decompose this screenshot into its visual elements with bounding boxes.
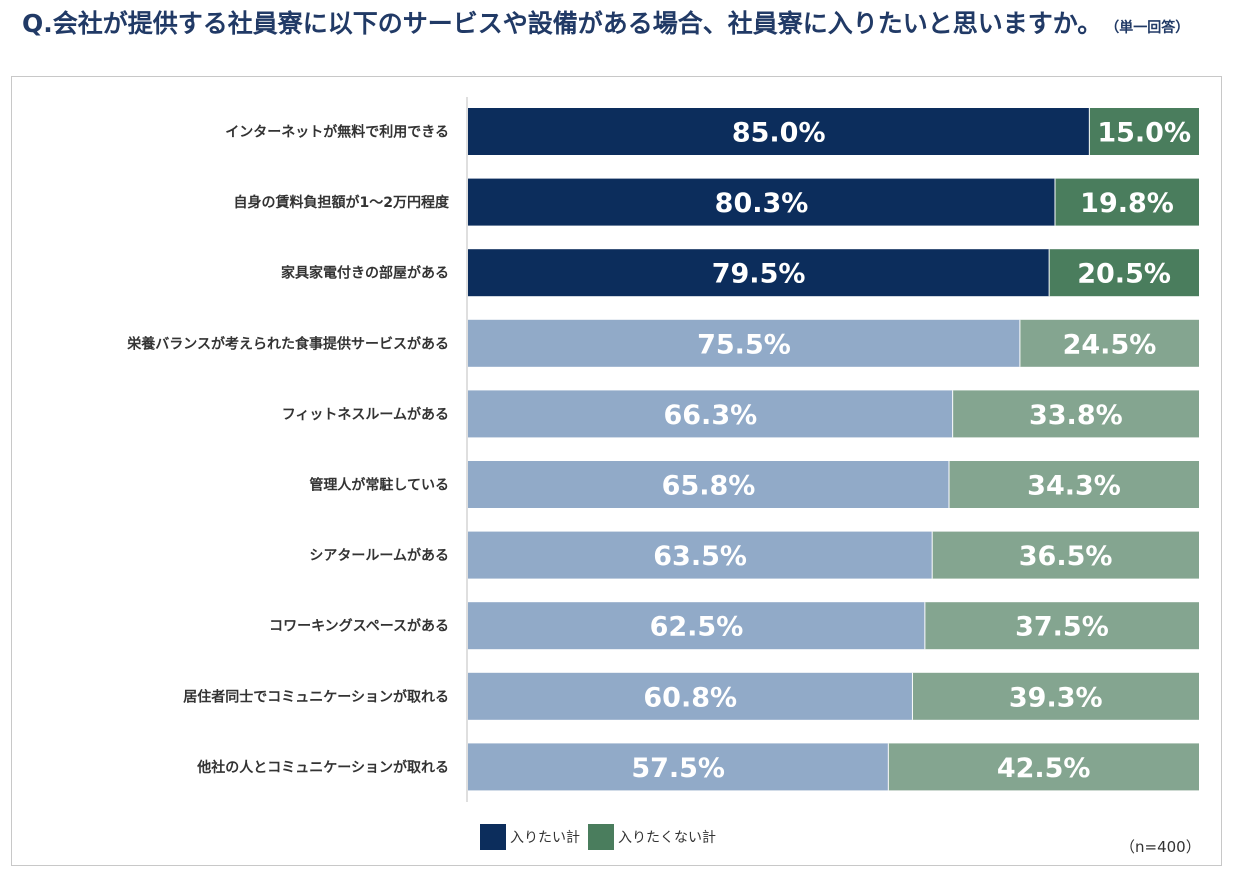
data-label-want: 63.5% xyxy=(653,541,747,572)
category-label: 自身の賃料負担額が1〜2万円程度 xyxy=(234,194,450,211)
legend-label-want: 入りたい計 xyxy=(510,830,580,846)
data-label-notwant: 33.8% xyxy=(1029,400,1123,431)
answer-type-note: （単一回答） xyxy=(1112,20,1190,36)
data-label-want: 79.5% xyxy=(712,259,806,290)
data-label-want: 65.8% xyxy=(662,471,756,502)
data-label-want: 80.3% xyxy=(715,188,809,219)
legend-swatch-want xyxy=(480,824,506,850)
bar-want xyxy=(468,390,953,438)
data-label-want: 85.0% xyxy=(732,118,826,149)
category-label: 居住者同士でコミュニケーションが取れる xyxy=(183,688,449,705)
legend-item-notwant: 入りたくない計 xyxy=(588,824,716,850)
bar-group: インターネットが無料で利用できる 85.0% 15.0% 自身の賃料負担額が1〜2万円… xyxy=(126,108,1199,791)
data-label-want: 75.5% xyxy=(697,329,791,360)
data-label-notwant: 37.5% xyxy=(1015,612,1109,643)
bar-want xyxy=(468,249,1050,297)
bar-notwant xyxy=(932,531,1199,579)
data-label-notwant: 36.5% xyxy=(1019,541,1113,572)
legend-item-want: 入りたい計 xyxy=(480,824,580,850)
bar-want xyxy=(468,178,1055,226)
bar-notwant xyxy=(912,672,1199,720)
data-label-notwant: 34.3% xyxy=(1027,471,1121,502)
page-title: Q.会社が提供する社員寮に以下のサービスや設備がある場合、社員寮に入りたいと思い… xyxy=(22,8,1217,44)
sample-size-note: （n=400） xyxy=(1120,838,1201,856)
category-label: フィットネスルームがある xyxy=(282,406,449,423)
bar-want xyxy=(468,531,933,579)
category-label: シアタールームがある xyxy=(309,547,449,564)
bar-notwant xyxy=(948,461,1199,508)
data-label-notwant: 42.5% xyxy=(997,753,1091,784)
bar-notwant xyxy=(952,390,1199,438)
data-label-notwant: 24.5% xyxy=(1063,329,1157,360)
bar-want xyxy=(468,602,925,650)
bar-notwant xyxy=(1019,319,1199,367)
bar-want xyxy=(468,461,949,508)
data-label-want: 62.5% xyxy=(650,612,744,643)
category-label: 家具家電付きの部屋がある xyxy=(281,265,449,282)
bar-want xyxy=(468,319,1020,367)
data-label-notwant: 15.0% xyxy=(1097,118,1191,149)
data-label-want: 57.5% xyxy=(631,753,725,784)
category-label: インターネットが無料で利用できる xyxy=(225,124,449,141)
bar-notwant xyxy=(1089,108,1199,155)
legend-swatch-notwant xyxy=(588,824,614,850)
bar-notwant xyxy=(1054,178,1199,226)
category-label: 他社の人とコミュニケーションが取れる xyxy=(196,759,449,776)
question-text: Q.会社が提供する社員寮に以下のサービスや設備がある場合、社員寮に入りたいと思い… xyxy=(22,9,1103,38)
bar-want xyxy=(468,743,889,791)
data-label-want: 60.8% xyxy=(643,682,737,713)
legend-label-notwant: 入りたくない計 xyxy=(618,830,716,846)
data-label-notwant: 19.8% xyxy=(1080,188,1174,219)
legend: 入りたい計 入りたくない計 xyxy=(480,824,724,850)
category-label: 管理人が常駐している xyxy=(309,477,449,494)
bar-notwant xyxy=(1049,249,1199,297)
chart-frame xyxy=(11,76,1222,866)
bar-notwant xyxy=(888,743,1199,791)
data-label-notwant: 39.3% xyxy=(1009,682,1103,713)
category-label: コワーキングスペースがある xyxy=(269,618,449,635)
bar-want xyxy=(468,108,1090,155)
data-label-notwant: 20.5% xyxy=(1077,259,1171,290)
bar-want xyxy=(468,672,913,720)
category-label: 栄養バランスが考えられた食事提供サービスがある xyxy=(126,335,449,352)
data-label-want: 66.3% xyxy=(663,400,757,431)
bar-notwant xyxy=(924,602,1199,650)
